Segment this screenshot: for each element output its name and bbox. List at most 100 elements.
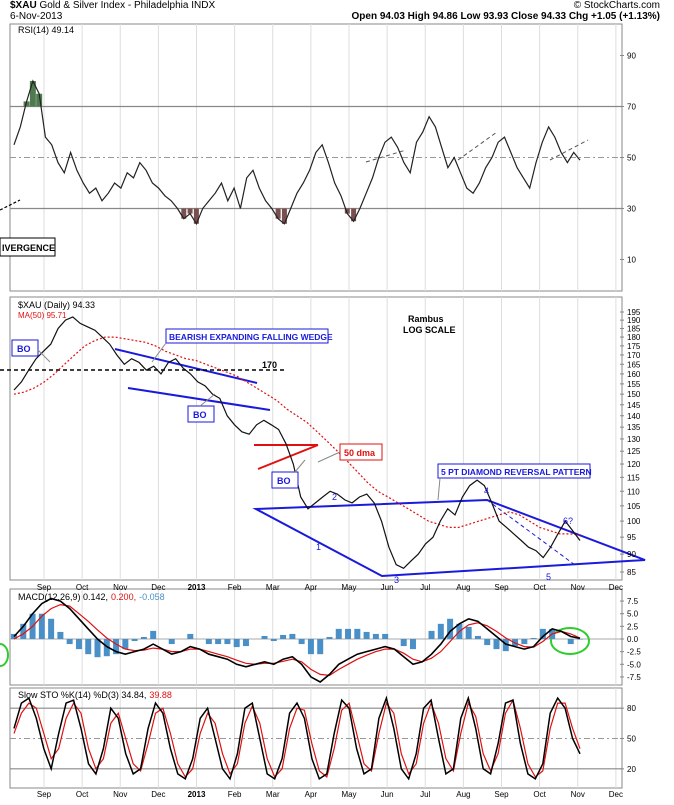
rsi-divergence-line (0, 199, 21, 211)
macd-cross-circle (550, 627, 590, 655)
rambus-label: Rambus (408, 314, 444, 324)
macd-legend-main: MACD(12,26,9) 0.142, (18, 592, 108, 602)
y-tick-label-p1-2: 95 (627, 533, 636, 542)
header-date: 6-Nov-2013 (10, 11, 63, 22)
bo-box-3 (271, 471, 299, 489)
point-6-label: 6? (563, 516, 573, 526)
y-tick-label-p2-0: -7.5 (627, 673, 641, 682)
y-tick-label-p3-1: 50 (627, 735, 636, 744)
x-tick-bottom-5: Feb (228, 790, 242, 799)
x-tick-price-5: Feb (228, 583, 242, 592)
y-tick-label-p1-9: 130 (627, 435, 641, 444)
y-tick-label-p1-22: 195 (627, 308, 641, 317)
y-tick-label-p1-1: 90 (627, 550, 636, 559)
x-tick-price-4: 2013 (188, 583, 206, 592)
bo-pointer-2 (199, 393, 216, 407)
diamond-annotation-pointer (437, 477, 441, 501)
x-tick-bottom-1: Oct (76, 790, 89, 799)
y-tick-label-p0-1: 30 (627, 205, 636, 214)
header-exchange: INDX (191, 0, 216, 11)
x-tick-price-0: Sep (37, 583, 52, 592)
rsi-trend-3 (549, 139, 589, 161)
x-tick-bottom-2: Nov (113, 790, 127, 799)
y-tick-label-p1-21: 190 (627, 316, 641, 325)
x-tick-price-8: May (341, 583, 356, 592)
y-tick-label-p1-11: 140 (627, 412, 641, 421)
x-tick-bottom-3: Dec (151, 790, 165, 799)
ma-legend: MA(50) 95.71 (18, 311, 67, 320)
sto-legend-main: Slow STO %K(14) %D(3) 34.84, (18, 690, 146, 700)
x-tick-bottom-0: Sep (37, 790, 52, 799)
y-tick-label-p2-6: 7.5 (627, 597, 639, 606)
x-tick-bottom-11: Aug (456, 790, 470, 799)
y-tick-label-p1-7: 120 (627, 460, 641, 469)
sto-legend-d: 39.88 (149, 690, 172, 700)
diamond-pattern (252, 498, 646, 578)
point-1-label: 1 (316, 542, 321, 552)
y-tick-label-p1-13: 150 (627, 390, 641, 399)
y-tick-label-p1-15: 160 (627, 370, 641, 379)
wedge-lower-line (127, 387, 271, 411)
ma50-line (13, 336, 581, 536)
price-panel (9, 296, 623, 581)
x-tick-bottom-13: Oct (533, 790, 546, 799)
diamond-annotation: 5 PT DIAMOND REVERSAL PATTERN (441, 467, 592, 477)
y-tick-label-p0-0: 10 (627, 256, 636, 265)
divergence-box (0, 237, 56, 257)
x-tick-bottom-9: Jun (381, 790, 394, 799)
divergence-label: IVERGENCE (2, 243, 55, 253)
x-tick-bottom-8: May (341, 790, 356, 799)
dma-pointer (317, 451, 341, 463)
diamond-inner-line (486, 499, 576, 566)
x-tick-price-7: Apr (305, 583, 318, 592)
x-tick-price-11: Aug (456, 583, 470, 592)
macd-panel (9, 588, 623, 686)
y-tick-label-p2-3: 0.0 (627, 635, 639, 644)
wedge-upper-line (114, 348, 258, 384)
y-tick-label-p1-20: 185 (627, 324, 641, 333)
dma-label: 50 dma (344, 448, 376, 458)
x-tick-bottom-12: Sep (494, 790, 509, 799)
x-tick-price-10: Jul (420, 583, 430, 592)
y-tick-label-p1-3: 100 (627, 517, 641, 526)
wedge-annotation: BEARISH EXPANDING FALLING WEDGE (169, 332, 333, 342)
y-tick-label-p1-5: 110 (627, 487, 640, 496)
log-scale-label: LOG SCALE (403, 325, 456, 335)
wedge-annotation-pointer (151, 342, 167, 363)
sto-k-line (13, 695, 581, 781)
y-tick-label-p1-6: 115 (627, 473, 640, 482)
macd-main-line (13, 597, 581, 683)
x-tick-price-15: Dec (609, 583, 623, 592)
y-tick-label-p1-10: 135 (627, 423, 641, 432)
x-tick-price-12: Sep (494, 583, 509, 592)
y-tick-label-p2-2: -2.5 (627, 648, 641, 657)
x-tick-bottom-10: Jul (420, 790, 430, 799)
bo-box-2 (187, 405, 215, 423)
x-tick-bottom-15: Dec (609, 790, 623, 799)
diamond-annotation-box (437, 463, 591, 479)
y-tick-label-p1-17: 170 (627, 351, 641, 360)
macd-legend: MACD(12,26,9) 0.142, 0.200, -0.058 (18, 592, 165, 602)
y-tick-label-p1-12: 145 (627, 401, 641, 410)
y-tick-label-p1-14: 155 (627, 380, 641, 389)
x-tick-price-14: Nov (571, 583, 585, 592)
x-tick-bottom-6: Mar (266, 790, 280, 799)
x-tick-bottom-14: Nov (571, 790, 585, 799)
header-name: Gold & Silver Index - Philadelphia (39, 0, 189, 11)
sto-d-line (13, 698, 581, 779)
rsi-trend-2 (457, 131, 498, 161)
x-tick-price-2: Nov (113, 583, 127, 592)
point-3-label: 3 (394, 575, 399, 585)
bo-pointer-1 (37, 349, 51, 363)
y-tick-label-p2-4: 2.5 (627, 622, 639, 631)
header-symbol: $XAU Gold & Silver Index - Philadelphia … (10, 0, 215, 11)
header-source: © StockCharts.com (573, 0, 660, 11)
bo-label-1: BO (17, 344, 31, 354)
x-tick-price-13: Oct (533, 583, 546, 592)
header-symbol-text: $XAU (10, 0, 37, 11)
macd-legend-signal: 0.200, (111, 592, 136, 602)
y-tick-label-p1-4: 105 (627, 502, 641, 511)
y-tick-label-p3-0: 20 (627, 765, 636, 774)
bo-box-1 (11, 339, 39, 357)
level-170-label: 170 (262, 360, 277, 370)
